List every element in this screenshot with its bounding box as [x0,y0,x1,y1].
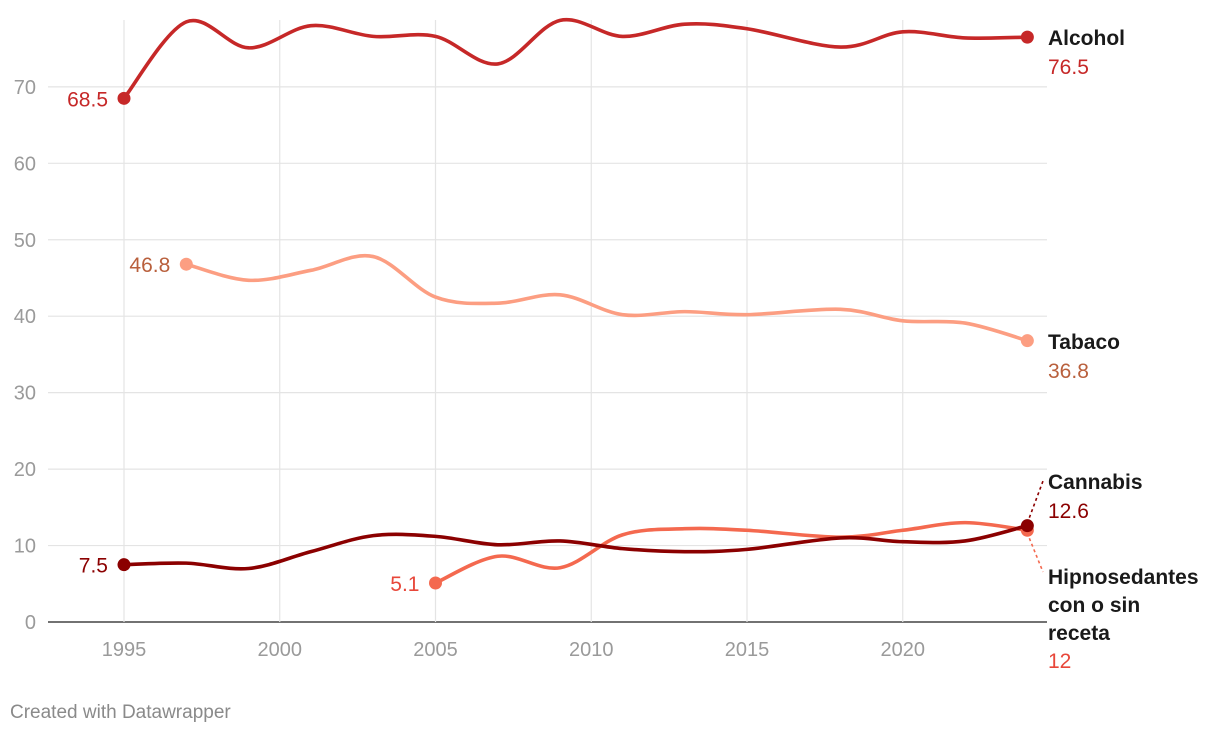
x-tick-label-2010: 2010 [569,639,614,661]
start-value-label-hipnosedantes: 5.1 [390,573,419,596]
end-name-label-hipnosedantes-2: con o sin [1048,594,1140,617]
start-point-hipnosedantes [429,576,442,590]
start-point-alcohol [117,91,131,105]
x-tick-label-1995: 1995 [102,639,147,661]
end-name-label-alcohol: Alcohol [1048,27,1125,50]
end-name-label-tabaco: Tabaco [1048,331,1120,354]
end-value-label-alcohol: 76.5 [1048,56,1089,79]
y-tick-label-0: 0 [25,612,36,634]
end-name-label-hipnosedantes-3: receta [1048,622,1110,645]
start-value-label-cannabis: 7.5 [79,555,108,578]
end-value-label-cannabis: 12.6 [1048,500,1089,523]
y-tick-label-20: 20 [14,459,36,481]
end-value-label-tabaco: 36.8 [1048,360,1089,383]
series-line-alcohol [122,17,1030,101]
start-value-label-alcohol: 68.5 [67,88,108,111]
x-tick-label-2020: 2020 [881,639,926,661]
y-tick-label-70: 70 [14,77,36,99]
x-tick-label-2005: 2005 [413,639,458,661]
series-line-hipnosedantes [433,520,1030,585]
series-line-cannabis [122,523,1030,571]
start-value-label-tabaco: 46.8 [129,254,170,277]
y-tick-label-10: 10 [14,536,36,558]
label-layer: 68.5 46.8 7.5 5.1 Alcohol 76.5 Tabaco 36.8 Canna… [67,27,1198,673]
y-tick-label-30: 30 [14,383,36,405]
end-name-label-cannabis: Cannabis [1048,471,1143,494]
x-tick-label-2000: 2000 [258,639,303,661]
series-line-tabaco [184,253,1030,343]
leader-line-hipnosedantes [1028,537,1044,573]
end-point-cannabis [1020,519,1034,533]
y-tick-label-40: 40 [14,306,36,328]
end-value-label-hipnosedantes: 12 [1048,650,1071,673]
start-point-tabaco [179,257,193,271]
y-tick-label-50: 50 [14,230,36,252]
leader-line-cannabis [1028,480,1044,518]
datawrapper-credit[interactable]: Created with Datawrapper [10,702,231,723]
start-point-cannabis [117,558,131,572]
series-layer [117,17,1034,590]
y-tick-label-60: 60 [14,153,36,175]
end-point-tabaco [1020,334,1034,348]
end-point-alcohol [1020,30,1034,44]
x-tick-label-2015: 2015 [725,639,770,661]
end-name-label-hipnosedantes-1: Hipnosedantes [1048,566,1199,589]
